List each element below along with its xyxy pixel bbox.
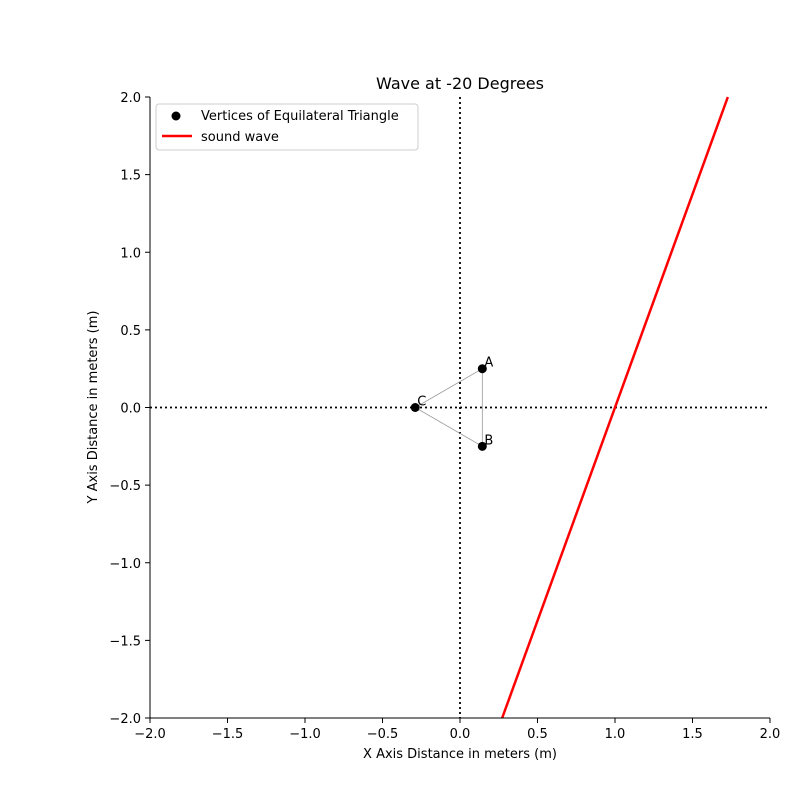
y-axis-ticks: −2.0 −1.5 −1.0 −0.5 0.0 0.5 1.0 1.5 2.0 [109, 91, 150, 727]
x-axis-ticks: −2.0 −1.5 −1.0 −0.5 0.0 0.5 1.0 1.5 2.0 [134, 718, 780, 742]
triangle-outline [414, 368, 483, 448]
y-tick-label: 1.5 [120, 169, 141, 184]
x-tick-label: 1.5 [682, 727, 703, 742]
y-tick-label: −0.5 [109, 479, 141, 494]
y-tick-label: 0.5 [120, 324, 141, 339]
x-tick-label: −1.0 [289, 727, 321, 742]
vertex-point-c [410, 403, 420, 412]
x-tick-label: 1.0 [605, 727, 626, 742]
y-tick-label: 0.0 [120, 402, 141, 417]
x-tick-label: −0.5 [367, 727, 399, 742]
x-tick-label: 0.0 [450, 727, 471, 742]
legend-frame [155, 103, 419, 151]
chart-title: Wave at -20 Degrees [376, 74, 544, 93]
vertex-point-b [477, 441, 487, 451]
y-tick-label: −1.5 [109, 634, 141, 649]
x-axis-label: X Axis Distance in meters (m) [363, 747, 557, 762]
x-tick-label: 2.0 [760, 727, 781, 742]
vertex-labels: A B C [417, 356, 493, 449]
y-tick-label: 1.0 [120, 246, 141, 261]
sound-wave-series [500, 96, 730, 719]
legend: Vertices of Equilateral Triangle sound w… [155, 103, 419, 151]
vertex-label-b: B [484, 433, 493, 448]
vertex-point-a [477, 364, 487, 374]
vertex-label-a: A [484, 356, 493, 371]
y-axis-label: Y Axis Distance in meters (m) [86, 311, 101, 505]
reference-lines [150, 97, 770, 718]
x-tick-label: −2.0 [134, 727, 166, 742]
x-tick-label: 0.5 [527, 727, 548, 742]
y-tick-label: −1.0 [109, 557, 141, 572]
triangle-vertex-series [410, 364, 487, 451]
sound-wave-line [500, 96, 730, 719]
vertex-label-c: C [417, 395, 426, 410]
y-tick-label: 2.0 [120, 91, 141, 106]
legend-label-vertices: Vertices of Equilateral Triangle [201, 109, 399, 124]
legend-label-sound-wave: sound wave [201, 130, 279, 145]
triangle-edges [414, 368, 483, 448]
legend-marker-vertices [171, 111, 181, 121]
y-tick-label: −2.0 [109, 712, 141, 727]
x-tick-label: −1.5 [212, 727, 244, 742]
